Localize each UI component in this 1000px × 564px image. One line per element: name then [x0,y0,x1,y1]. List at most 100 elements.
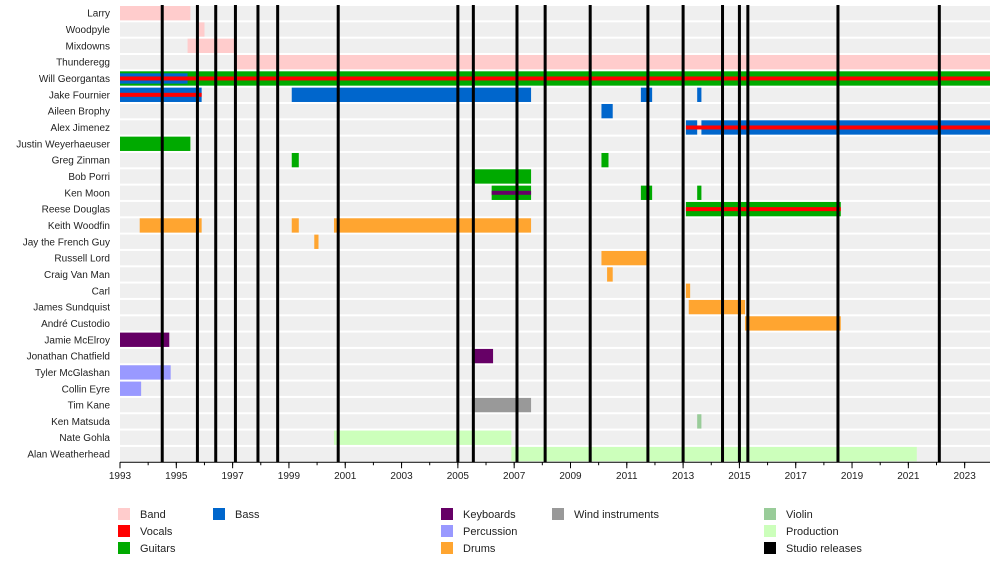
row-background-russell-lord [120,250,990,266]
row-background-tyler-mcglashan [120,365,990,380]
member-name: Greg Zinman [52,156,110,167]
bar-band-woodpyle [196,22,205,37]
row-background-justin-weyerhaeuser [120,136,990,151]
x-tick-label: 1997 [221,471,244,482]
member-name: Ken Moon [64,188,110,199]
legend-swatch-drums [441,542,453,554]
row-background-jonathan-chatfield [120,348,990,364]
bar-keyboards-ken-moon [491,190,532,195]
bar-guitars-ken-moon [697,185,702,200]
bar-band-thunderegg [235,54,990,70]
member-name: André Custodio [41,319,110,330]
bar-percussion-collin-eyre [120,381,142,396]
bar-drums-carl [685,283,691,298]
bar-guitars-greg-zinman [601,152,609,168]
legend-swatch-guitars [118,542,130,554]
member-name: Bob Porri [68,172,110,183]
bar-drums-craig-van-man [607,267,613,282]
member-name: Mixdowns [66,41,110,52]
member-name: Ken Matsuda [51,417,110,428]
bar-drums-jay-the-french-guy [314,234,319,249]
legend: Band Vocals Guitars Bass Keyboards Percussion… [118,508,862,555]
bar-production-alan-weatherhead [511,446,917,462]
member-name: Tim Kane [68,401,111,412]
member-name: Jonathan Chatfield [27,352,110,363]
bar-drums-keith-woodfin [333,218,532,233]
row-background-woodpyle [120,22,990,37]
member-name: Will Georgantas [39,74,110,85]
row-background-aileen-brophy [120,103,990,119]
bar-vocals-reese-douglas [685,207,841,212]
bar-guitars-greg-zinman [291,152,299,168]
member-name: Reese Douglas [42,205,110,216]
row-background-greg-zinman [120,152,990,168]
legend-label-studio: Studio releases [786,543,862,555]
member-name: James Sundquist [33,303,110,314]
row-background-jake-fournier [120,87,990,102]
legend-label-keyboards: Keyboards [463,509,516,521]
legend-label-production: Production [786,526,839,538]
row-background-tim-kane [120,397,990,413]
x-tick-label: 2011 [616,471,638,482]
legend-label-band: Band [140,509,166,521]
member-name: Jake Fournier [49,90,111,101]
bar-bass-aileen-brophy [601,103,613,119]
bar-production-nate-gohla [333,430,512,445]
x-tick-label: 2021 [897,471,920,482]
legend-swatch-production [764,525,776,537]
bar-drums-keith-woodfin [291,218,299,233]
row-background-craig-van-man [120,267,990,282]
x-tick-label: 2013 [672,471,695,482]
member-name: Alex Jimenez [51,123,110,134]
member-name: Larry [87,9,110,20]
bar-bass-jake-fournier [291,87,532,102]
legend-swatch-keyboards [441,508,453,520]
x-tick-label: 2009 [559,471,582,482]
row-background-larry [120,6,990,21]
row-background-reese-douglas [120,201,990,217]
member-name: Carl [92,286,110,297]
legend-label-wind: Wind instruments [574,509,659,521]
legend-label-vocals: Vocals [140,526,173,538]
member-names: Larry Woodpyle Mixdowns Thunderegg Will Geor… [16,9,110,461]
x-tick-label: 1995 [165,471,188,482]
row-background-ken-moon [120,185,990,200]
member-name: Justin Weyerhaeuser [16,139,110,150]
member-name: Russell Lord [54,254,110,265]
x-tick-label: 2005 [447,471,470,482]
legend-label-drums: Drums [463,543,496,555]
legend-label-bass: Bass [235,509,260,521]
row-background-bob-porri [120,169,990,184]
legend-swatch-wind [552,508,564,520]
legend-label-percussion: Percussion [463,526,517,538]
row-background-andre-custodio [120,316,990,331]
x-tick-label: 2015 [728,471,751,482]
bar-vocals-will-georgantas [120,76,990,81]
x-tick-label: 1993 [109,471,132,482]
bar-band-mixdowns [187,38,236,53]
bar-drums-keith-woodfin [139,218,202,233]
x-tick-label: 2019 [841,471,864,482]
member-name: Alan Weatherhead [27,450,110,461]
row-background-keith-woodfin [120,218,990,233]
row-background-carl [120,283,990,298]
legend-swatch-vocals [118,525,130,537]
x-tick-label: 2001 [334,471,357,482]
legend-swatch-studio [764,542,776,554]
row-background-jamie-mcelroy [120,332,990,347]
legend-label-guitars: Guitars [140,543,176,555]
member-name: Tyler McGlashan [35,368,110,379]
member-name: Thunderegg [56,58,110,69]
legend-swatch-band [118,508,130,520]
bar-guitars-justin-weyerhaeuser [120,136,191,151]
x-tick-label: 2017 [785,471,808,482]
member-name: Nate Gohla [59,433,110,444]
row-background-mixdowns [120,38,990,53]
x-tick-label: 1999 [278,471,301,482]
member-name: Keith Woodfin [48,221,110,232]
bar-drums-russell-lord [601,250,650,266]
row-background-nate-gohla [120,430,990,445]
studio-release-lines [160,5,941,463]
bar-keyboards-jamie-mcelroy [120,332,170,347]
